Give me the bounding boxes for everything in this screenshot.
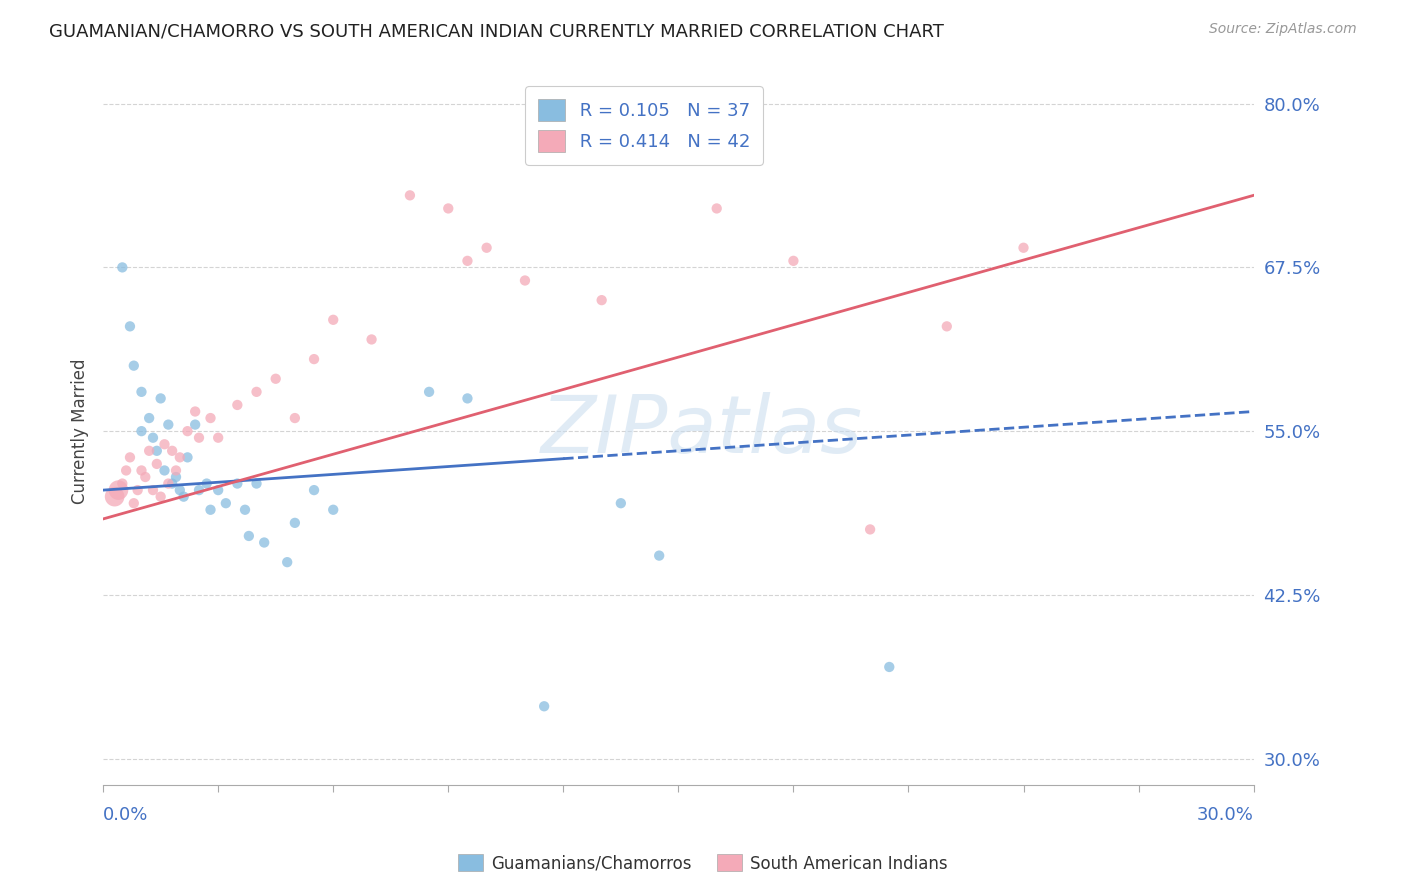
Point (207, 431, 229, 445)
Text: 30.0%: 30.0% (1197, 806, 1254, 824)
Point (111, 260, 134, 275)
Point (118, 450, 141, 465)
Point (610, 496, 633, 510)
Point (176, 424, 198, 438)
Point (169, 483, 191, 497)
Point (233, 502, 256, 516)
Point (127, 483, 149, 497)
Point (142, 483, 165, 497)
Point (276, 555, 298, 569)
Point (513, 273, 536, 287)
Point (475, 241, 498, 255)
Point (200, 502, 222, 516)
Point (153, 437, 176, 451)
Point (118, 319, 141, 334)
Point (138, 443, 160, 458)
Point (165, 463, 187, 477)
Text: ZIPatlas: ZIPatlas (540, 392, 862, 470)
Point (591, 293, 613, 307)
Point (160, 443, 183, 458)
Point (200, 411, 222, 425)
Point (173, 490, 195, 504)
Point (226, 476, 249, 491)
Point (284, 516, 307, 530)
Point (456, 253, 478, 268)
Point (195, 476, 218, 491)
Point (533, 699, 555, 714)
Point (111, 476, 134, 491)
Point (245, 384, 267, 399)
Point (360, 333, 382, 347)
Point (131, 384, 153, 399)
Y-axis label: Currently Married: Currently Married (72, 359, 89, 504)
Legend:  R = 0.105   N = 37,  R = 0.414   N = 42: R = 0.105 N = 37, R = 0.414 N = 42 (524, 87, 762, 165)
Point (115, 463, 138, 477)
Point (648, 549, 671, 563)
Point (134, 470, 156, 484)
Point (456, 392, 478, 406)
Point (184, 417, 207, 432)
Point (149, 392, 172, 406)
Point (253, 535, 276, 549)
Point (176, 450, 198, 465)
Point (302, 352, 325, 367)
Point (215, 496, 238, 510)
Point (226, 398, 249, 412)
Point (122, 359, 145, 373)
Point (153, 463, 176, 477)
Point (859, 523, 882, 537)
Point (207, 483, 229, 497)
Legend: Guamanians/Chamorros, South American Indians: Guamanians/Chamorros, South American Ind… (451, 847, 955, 880)
Point (107, 483, 129, 497)
Point (437, 202, 460, 216)
Point (302, 483, 325, 497)
Point (142, 431, 165, 445)
Point (131, 463, 153, 477)
Point (104, 490, 127, 504)
Point (157, 476, 180, 491)
Point (122, 496, 145, 510)
Point (238, 529, 260, 543)
Point (706, 202, 728, 216)
Point (160, 476, 183, 491)
Point (157, 417, 180, 432)
Point (188, 483, 211, 497)
Point (935, 319, 957, 334)
Point (169, 450, 191, 465)
Text: GUAMANIAN/CHAMORRO VS SOUTH AMERICAN INDIAN CURRENTLY MARRIED CORRELATION CHART: GUAMANIAN/CHAMORRO VS SOUTH AMERICAN IND… (49, 22, 943, 40)
Text: 0.0%: 0.0% (103, 806, 149, 824)
Point (188, 431, 211, 445)
Point (322, 313, 344, 327)
Point (165, 470, 187, 484)
Point (131, 424, 153, 438)
Point (418, 384, 440, 399)
Point (399, 188, 422, 202)
Point (782, 253, 804, 268)
Point (322, 502, 344, 516)
Text: Source: ZipAtlas.com: Source: ZipAtlas.com (1209, 22, 1357, 37)
Point (245, 476, 267, 491)
Point (149, 490, 172, 504)
Point (138, 411, 160, 425)
Point (877, 660, 900, 674)
Point (184, 404, 207, 418)
Point (146, 457, 169, 471)
Point (284, 411, 307, 425)
Point (264, 372, 287, 386)
Point (146, 443, 169, 458)
Point (1012, 241, 1035, 255)
